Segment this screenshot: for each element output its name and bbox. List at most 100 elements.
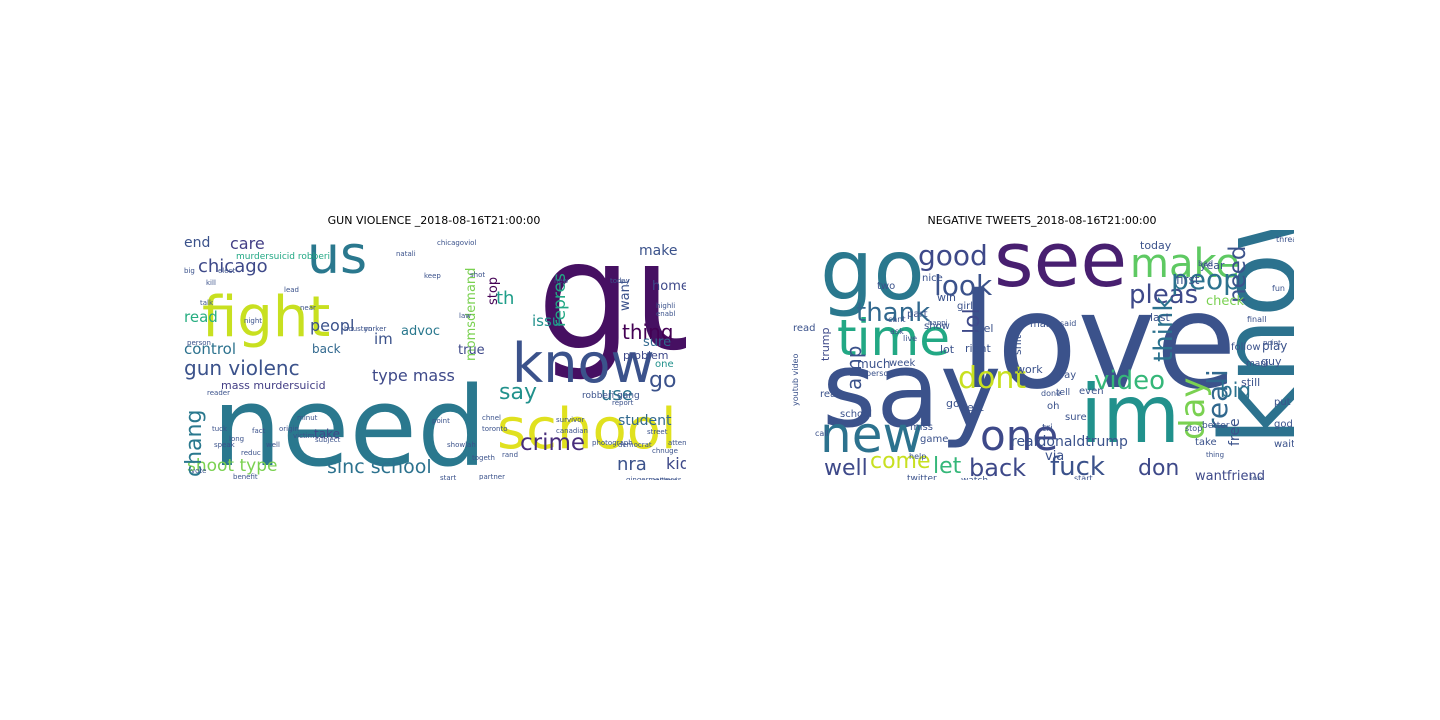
cloud-word-two: two: [877, 281, 896, 292]
cloud-word-cant: cant: [888, 315, 906, 324]
cloud-word-keep: keep: [424, 272, 441, 280]
cloud-word-come: come: [870, 449, 931, 474]
cloud-word-back: back: [969, 454, 1027, 480]
cloud-word-thread: thread: [1276, 235, 1294, 244]
cloud-word-chicagoviol: chicagoviol: [437, 239, 477, 247]
cloud-word-good: good: [918, 239, 988, 272]
cloud-word-sure: sure: [1065, 412, 1087, 423]
cloud-word-long: long: [229, 435, 245, 443]
cloud-word-shot: shot: [470, 271, 486, 279]
cloud-word-still: still: [1241, 376, 1261, 389]
cloud-word-feel: feel: [973, 322, 994, 335]
cloud-word-chnuge: chnuge: [652, 447, 678, 455]
cloud-word-big: big: [184, 267, 195, 275]
cloud-word-much: much: [857, 357, 891, 371]
cloud-word-man: man: [1030, 319, 1053, 330]
cloud-word-sure: sure: [643, 335, 672, 350]
cloud-word-rand: rand: [502, 451, 519, 459]
cloud-word-tell: tell: [1056, 388, 1071, 398]
cloud-word-tri: tri: [1042, 423, 1053, 434]
cloud-word-attent: attent: [668, 439, 686, 447]
cloud-word-new: new: [554, 277, 569, 285]
cloud-word-game: game: [920, 434, 949, 445]
cloud-word-reduc: reduc: [241, 449, 261, 457]
cloud-word-chnel: chnel: [482, 414, 501, 422]
cloud-word-work: work: [1016, 363, 1043, 376]
cloud-word-fuck: fuck: [1050, 452, 1105, 480]
cloud-word-way: way: [1056, 370, 1077, 381]
cloud-word-point: point: [432, 417, 450, 425]
cloud-word-togeth: togeth: [472, 454, 495, 462]
cloud-word-read: read: [184, 308, 218, 326]
cloud-word-chicago: chicago: [198, 256, 268, 277]
cloud-word-nra: nra: [617, 454, 647, 475]
cloud-word-th: th: [496, 288, 515, 309]
cloud-word-point: point: [1263, 339, 1281, 347]
cloud-word-done: done: [1041, 389, 1061, 398]
cloud-word-us: us: [307, 230, 368, 286]
cloud-word-ask: ask: [890, 327, 904, 336]
right-word-cloud: loveknowsayseegoimnewtimeonemakegoodlook…: [790, 230, 1294, 480]
cloud-word-part: part: [907, 309, 928, 320]
cloud-word-speak: speak: [214, 441, 235, 449]
cloud-word-well: well: [824, 456, 868, 480]
cloud-word-god: god: [1274, 419, 1293, 430]
cloud-word-elect: elect: [218, 267, 236, 275]
cloud-word-show: show: [924, 321, 950, 332]
cloud-word-follow: follow: [1231, 342, 1261, 353]
cloud-word-make: make: [639, 243, 678, 259]
cloud-word-thing: thing: [622, 320, 674, 344]
cloud-word-call: call: [815, 429, 829, 438]
cloud-word-murdersuicid-robberi: murdersuicid robberi: [236, 252, 331, 262]
cloud-word-love: love: [960, 265, 1237, 419]
cloud-word-care: care: [230, 234, 265, 253]
cloud-word-problem: problem: [623, 349, 669, 362]
cloud-word-take: take: [314, 427, 340, 441]
cloud-word-one: one: [655, 359, 674, 370]
cloud-word-victim: victim: [293, 432, 315, 440]
cloud-word-back: back: [312, 342, 341, 356]
cloud-word-start: start: [440, 474, 457, 481]
cloud-word-real: real: [820, 389, 839, 400]
cloud-word-better: better: [1202, 421, 1230, 431]
cloud-word-fact: fact: [252, 427, 266, 435]
cloud-word-said: said: [1060, 319, 1077, 328]
cloud-word-year: year: [1200, 259, 1225, 272]
cloud-word-time: time: [837, 309, 950, 367]
cloud-word-advoc: advoc: [401, 324, 441, 339]
cloud-word-near: near: [300, 304, 316, 312]
cloud-word-need: need: [212, 363, 487, 480]
cloud-word-canadian: canadian: [556, 427, 588, 435]
cloud-word-start: start: [1074, 474, 1093, 481]
cloud-word-think: think: [1149, 296, 1179, 362]
cloud-word-nice: nice: [922, 273, 943, 284]
cloud-word-mani: mani: [1246, 359, 1269, 369]
cloud-word-well: well: [266, 441, 280, 449]
cloud-word-week: week: [889, 358, 916, 369]
cloud-word-put: put: [1274, 397, 1291, 408]
cloud-word-school: school: [497, 397, 677, 462]
cloud-word-got: got: [946, 397, 965, 410]
cloud-word-vote: vote: [191, 467, 207, 475]
cloud-word-school: school: [840, 409, 873, 420]
cloud-word-let: let: [933, 454, 962, 479]
cloud-word-watch: watch: [961, 477, 988, 481]
cloud-word-girl: girl: [957, 301, 974, 312]
cloud-word-sinc-school: sinc school: [327, 456, 432, 478]
cloud-word-trump: trump: [819, 327, 832, 361]
cloud-word-bad: bad: [1198, 259, 1214, 268]
cloud-word-youtub-video: youtub video: [791, 353, 800, 406]
cloud-word-person: person: [187, 339, 211, 347]
cloud-word-wait: wait: [1274, 439, 1294, 450]
cloud-word-win: win: [937, 291, 957, 304]
right-panel-title: NEGATIVE TWEETS_2018-08-16T21:00:00: [927, 214, 1157, 227]
cloud-word-person: person: [866, 369, 894, 378]
cloud-word-talk: talk: [200, 299, 214, 307]
cloud-word-best: best: [960, 401, 984, 414]
cloud-word-natali: natali: [396, 250, 416, 258]
cloud-word-video: video: [1094, 366, 1166, 396]
cloud-word-take: take: [1195, 437, 1217, 448]
cloud-word-showlah: showlah: [447, 441, 476, 449]
cloud-word-last: last: [1150, 311, 1170, 324]
cloud-word-first: first: [1176, 273, 1200, 287]
